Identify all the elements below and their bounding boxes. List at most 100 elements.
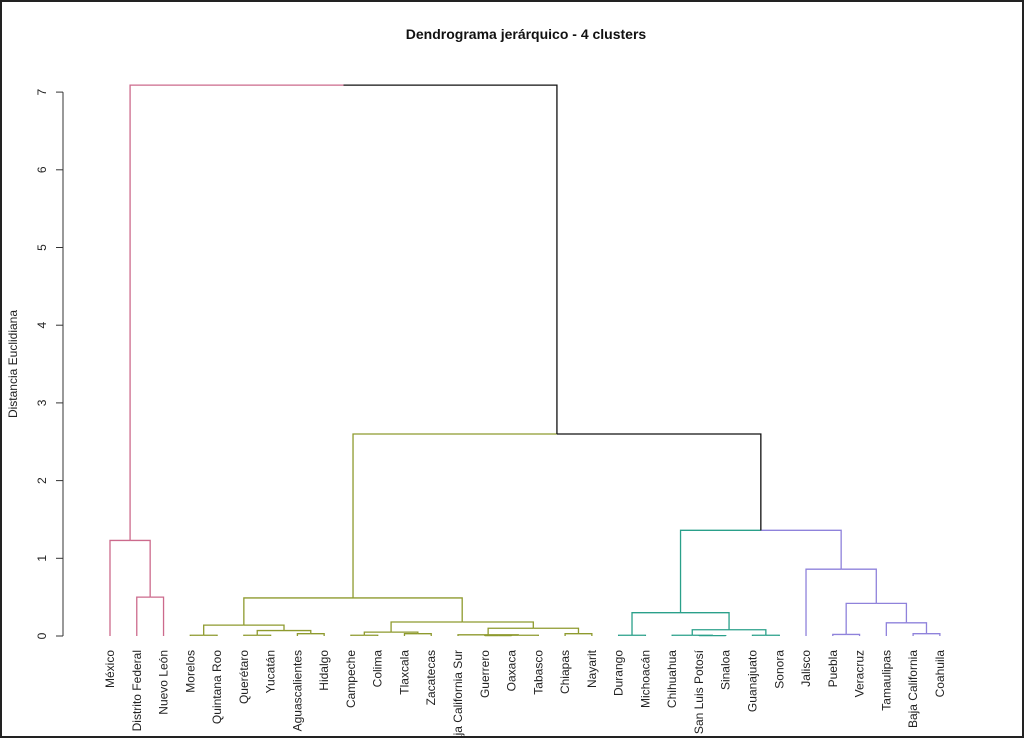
leaf-label: San Luis Potosí: [692, 649, 706, 734]
dendrogram-branch: [671, 634, 693, 636]
leaf-label: Campeche: [344, 650, 358, 708]
chart-title: Dendrograma jerárquico - 4 clusters: [406, 26, 647, 42]
dendrogram-branch: [243, 634, 258, 636]
dendrogram-branch: [457, 634, 489, 636]
leaf-label: Chiapas: [558, 650, 572, 694]
dendrogram-branch: [353, 597, 463, 623]
leaf-label: Oaxaca: [505, 650, 519, 692]
leaf-label: Tamaulipas: [879, 650, 893, 711]
y-axis: 0 1 2 3 4 5 6 7: [35, 88, 64, 639]
leaf-label: Tabasco: [531, 650, 545, 695]
dendrogram-branch: [885, 622, 907, 636]
leaf-label: Durango: [612, 650, 626, 696]
y-tick-label: 4: [35, 322, 49, 329]
dendrogram-branch: [578, 633, 593, 636]
y-tick-label: 0: [35, 632, 49, 639]
dendrogram-branch: [189, 634, 204, 636]
dendrogram-branch: [390, 621, 463, 633]
dendrogram-branch: [343, 84, 558, 434]
leaf-label: Jalisco: [799, 650, 813, 687]
y-axis-label: Distancia Euclidiana: [6, 310, 20, 418]
dendrogram-branch: [679, 529, 761, 613]
leaf-label: Colima: [371, 650, 385, 688]
leaf-labels: México Distrito Federal Nuevo León Morelos Q…: [103, 649, 947, 738]
leaf-label: Veracruz: [853, 650, 867, 697]
dendrogram-branch: [751, 634, 766, 636]
dendrogram-branch: [631, 612, 681, 636]
y-tick-label: 2: [35, 477, 49, 484]
dendrogram-branch: [136, 596, 151, 636]
dendrogram-branch: [845, 602, 877, 635]
dendrogram-branch: [556, 433, 762, 531]
dendrogram-branch: [257, 634, 272, 636]
dendrogram-branch: [243, 624, 285, 631]
leaf-label: Distrito Federal: [130, 650, 144, 731]
leaf-label: México: [103, 650, 117, 688]
leaf-label: Yucatán: [264, 650, 278, 693]
dendrogram-branch: [352, 433, 557, 598]
dendrogram-branch: [130, 539, 151, 598]
leaf-label: Sonora: [772, 650, 786, 689]
dendrogram-branch: [129, 84, 344, 541]
leaf-label: Baja California Sur: [451, 650, 465, 738]
leaf-label: Guanajuato: [745, 650, 759, 712]
dendrogram-branch: [846, 633, 861, 636]
leaf-label: Nuevo León: [157, 650, 171, 715]
y-tick-label: 3: [35, 399, 49, 406]
dendrogram-branch: [691, 629, 730, 636]
leaf-label: Querétaro: [237, 650, 251, 704]
leaf-label: Puebla: [826, 650, 840, 688]
leaf-label: Aguascalientes: [290, 650, 304, 731]
dendrogram-branch: [487, 627, 534, 635]
dendrogram-branch: [150, 596, 165, 636]
dendrogram-branch: [518, 634, 539, 636]
leaf-label: Coahuila: [933, 650, 947, 698]
leaf-label: Tlaxcala: [397, 650, 411, 695]
dendrogram-branch: [256, 629, 285, 636]
dendrogram-branch: [564, 633, 579, 636]
dendrogram-branch: [632, 634, 647, 636]
dendrogram-branches: [109, 84, 941, 637]
y-tick-label: 6: [35, 166, 49, 173]
dendrogram-branch: [680, 612, 730, 630]
dendrogram-branch: [109, 539, 131, 636]
leaf-label: Sinaloa: [719, 650, 733, 690]
dendrogram-branch: [533, 627, 580, 634]
dendrogram-branch: [403, 633, 418, 636]
leaf-label: Quintana Roo: [210, 650, 224, 724]
dendrogram-branch: [876, 602, 908, 623]
dendrogram-branch: [363, 631, 392, 636]
dendrogram-branch: [350, 634, 365, 636]
leaf-label: Morelos: [183, 650, 197, 693]
dendrogram-branch: [243, 597, 354, 626]
leaf-label: Nayarit: [585, 649, 599, 688]
dendrogram-branch: [760, 529, 842, 570]
dendrogram-branch: [832, 633, 847, 636]
leaf-label: Zacatecas: [424, 650, 438, 705]
dendrogram-branch: [417, 633, 432, 636]
dendrogram-branch: [364, 634, 379, 636]
leaf-label: Hidalgo: [317, 650, 331, 691]
dendrogram-branch: [617, 634, 633, 636]
y-tick-label: 7: [35, 88, 49, 95]
y-tick-label: 5: [35, 244, 49, 251]
dendrogram-branch: [926, 633, 941, 636]
leaf-label: Chihuahua: [665, 650, 679, 708]
dendrogram-branch: [912, 633, 927, 636]
leaf-label: Michoacán: [638, 650, 652, 708]
dendrogram-branch: [729, 629, 767, 636]
leaf-label: Baja California: [906, 650, 920, 728]
dendrogram-branch: [284, 629, 312, 634]
dendrogram-branch: [296, 633, 311, 636]
y-tick-label: 1: [35, 555, 49, 562]
dendrogram-branch: [841, 568, 877, 604]
dendrogram-branch: [391, 631, 419, 634]
dendrogram-branch: [310, 633, 325, 636]
dendrogram-branch: [203, 624, 244, 636]
dendrogram-branch: [805, 568, 842, 636]
dendrogram-branch: [203, 634, 218, 636]
dendrogram-branch: [765, 634, 780, 636]
leaf-label: Guerrero: [478, 650, 492, 698]
